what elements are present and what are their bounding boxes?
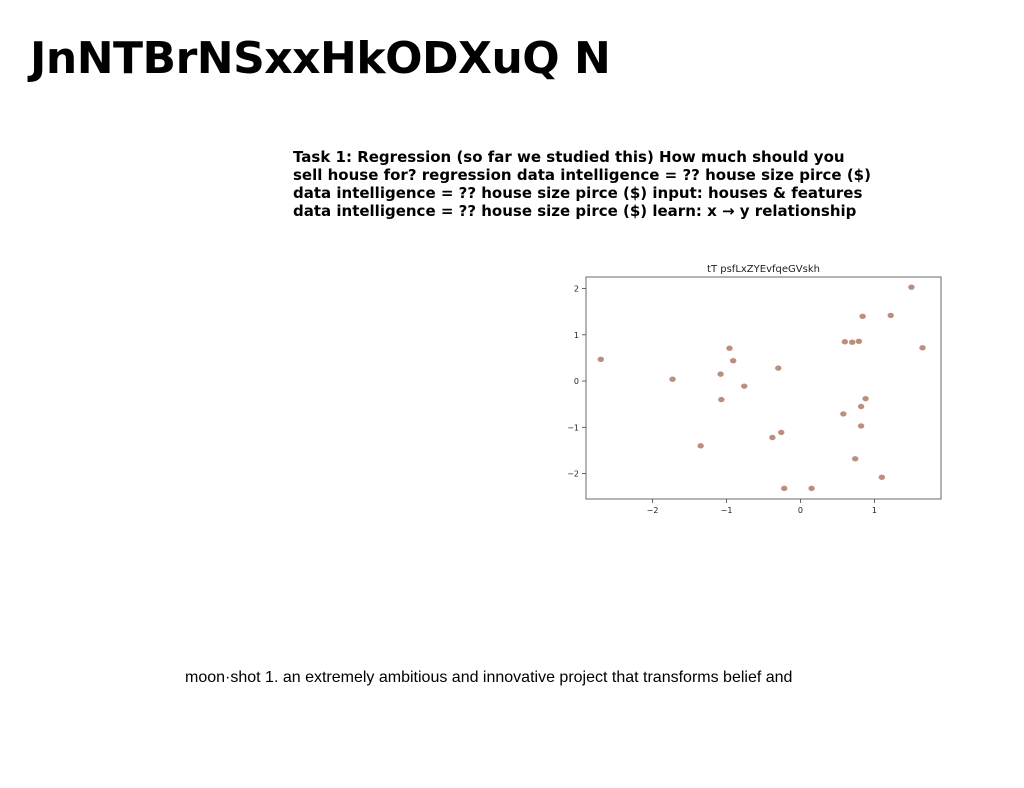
scatter-point xyxy=(878,474,886,480)
scatter-point xyxy=(729,358,737,364)
y-tick-label: 0 xyxy=(574,377,579,386)
scatter-point xyxy=(862,395,869,402)
scatter-point xyxy=(717,371,724,377)
scatter-point xyxy=(775,365,782,371)
scatter-point xyxy=(669,376,676,382)
scatter-point xyxy=(726,345,733,351)
y-tick-label: −1 xyxy=(567,423,579,432)
scatter-point xyxy=(857,403,865,410)
y-tick-label: 2 xyxy=(574,285,579,294)
scatter-point xyxy=(718,396,725,403)
x-tick-label: −2 xyxy=(647,506,659,515)
y-tick-label: 1 xyxy=(574,331,579,340)
x-tick-label: −1 xyxy=(721,506,733,515)
slide-body-text: Task 1: Regression (so far we studied th… xyxy=(293,148,871,220)
scatter-point xyxy=(597,356,604,363)
scatter-point xyxy=(841,339,849,345)
x-tick-label: 0 xyxy=(798,506,803,515)
scatter-point xyxy=(781,485,788,492)
scatter-point xyxy=(887,312,894,319)
slide-caption: moon·shot 1. an extremely ambitious and … xyxy=(185,669,793,686)
scatter-point xyxy=(908,284,915,290)
scatter-point xyxy=(855,338,863,344)
scatter-point xyxy=(857,423,865,429)
scatter-point xyxy=(697,443,704,449)
scatter-point xyxy=(741,383,748,389)
scatter-point xyxy=(769,434,776,441)
scatter-point xyxy=(840,411,847,417)
plot-frame xyxy=(585,276,942,500)
scatter-point xyxy=(859,313,866,320)
scatter-point xyxy=(919,345,926,351)
scatter-point xyxy=(849,339,856,345)
y-tick-label: −2 xyxy=(567,470,579,479)
scatter-point xyxy=(852,456,859,462)
slide-title: JnNTBrNSxxHkODXuQ N xyxy=(30,33,611,84)
chart-title: tT psfLxZYEvfqeGVskh xyxy=(707,264,820,275)
scatter-chart: tT psfLxZYEvfqeGVskh −2 −1 0 1 −2 −1 0 1 2 xyxy=(552,258,952,520)
x-tick-label: 1 xyxy=(872,506,877,515)
scatter-point xyxy=(778,429,785,436)
scatter-chart-svg: tT psfLxZYEvfqeGVskh −2 −1 0 1 −2 −1 0 1 2 xyxy=(567,264,942,515)
scatter-point xyxy=(808,485,815,492)
